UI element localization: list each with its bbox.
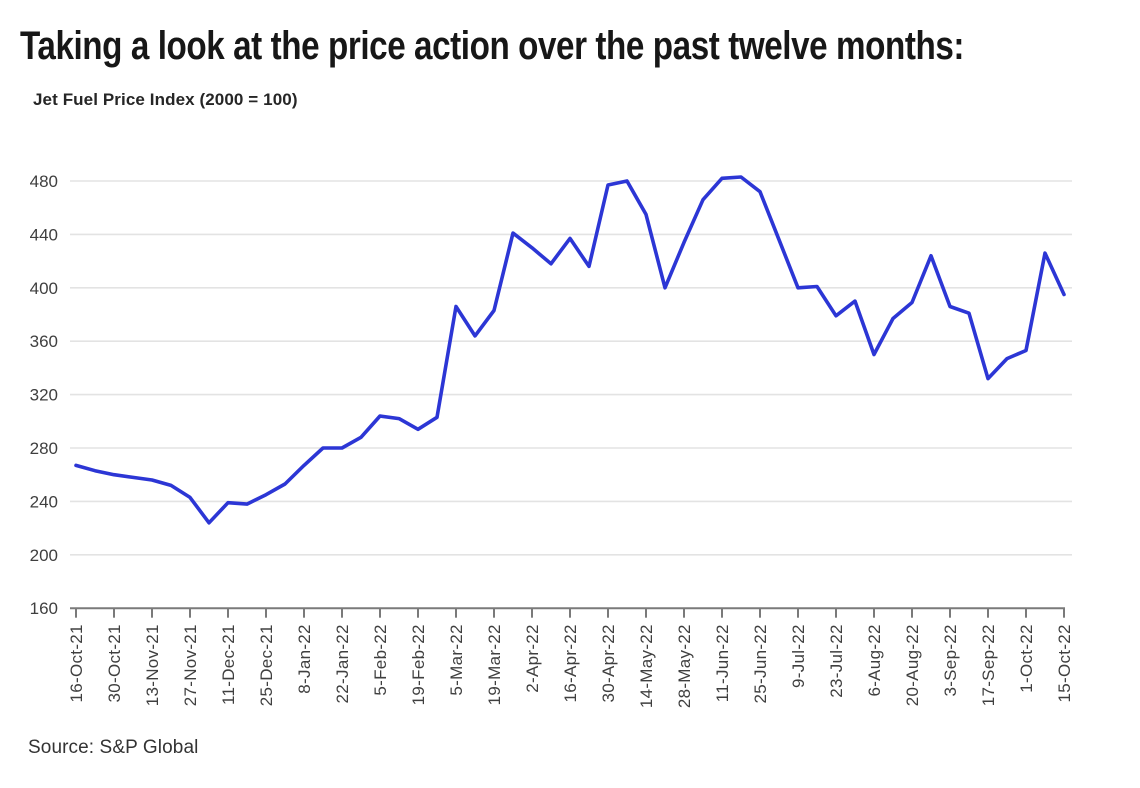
price-line-series	[74, 175, 1066, 525]
x-axis-tick-label: 23-Jul-22	[827, 624, 846, 698]
x-axis-tick-label: 19-Mar-22	[485, 624, 504, 705]
y-axis-tick-label: 320	[30, 386, 58, 405]
y-axis-tick-label: 240	[30, 492, 58, 511]
x-axis-tick-label: 17-Sep-22	[979, 624, 998, 706]
source-note: Source: S&P Global	[28, 737, 199, 758]
x-axis-tick-label: 16-Oct-21	[67, 624, 86, 702]
x-axis-tick-label: 15-Oct-22	[1055, 624, 1074, 702]
x-axis-tick-label: 14-May-22	[637, 624, 656, 708]
y-axis-tick-label: 440	[30, 225, 58, 244]
y-axis-tick-label: 360	[30, 332, 58, 351]
x-axis-tick-label: 25-Jun-22	[751, 624, 770, 703]
x-axis-tick-label: 30-Apr-22	[599, 624, 618, 702]
y-axis-tick-label: 480	[30, 172, 58, 191]
y-axis-tick-label: 280	[30, 439, 58, 458]
x-axis-tick-label: 3-Sep-22	[941, 624, 960, 696]
chart-title: Jet Fuel Price Index (2000 = 100)	[33, 90, 298, 109]
x-axis-tick-label: 22-Jan-22	[333, 624, 352, 703]
x-axis-tick-label: 1-Oct-22	[1017, 624, 1036, 693]
x-axis-tick-label: 11-Jun-22	[713, 624, 732, 702]
jet-fuel-price-line-chart: 160 200 240 280 320 360 400 440 480 16-Oct-21 30-O…	[30, 172, 1074, 708]
x-axis-tick-label: 8-Jan-22	[295, 624, 314, 694]
x-axis-tick-label: 30-Oct-21	[105, 624, 124, 702]
x-axis-tick-label: 28-May-22	[675, 624, 694, 708]
y-axis-tick-label: 160	[30, 599, 58, 618]
x-axis-tick-label: 9-Jul-22	[789, 624, 808, 688]
x-axis-tick-label: 16-Apr-22	[561, 624, 580, 702]
x-axis-tick-label: 19-Feb-22	[409, 624, 428, 705]
x-axis-tick-label: 25-Dec-21	[257, 624, 276, 706]
y-axis-tick-label: 200	[30, 546, 58, 565]
page-title: Taking a look at the price action over t…	[20, 24, 965, 68]
x-axis-tick-label: 2-Apr-22	[523, 624, 542, 693]
y-axis-tick-label: 400	[30, 279, 58, 298]
x-axis-tick-label: 27-Nov-21	[181, 624, 200, 706]
x-axis-tick-label: 11-Dec-21	[219, 624, 238, 705]
x-axis-tick-label: 5-Feb-22	[371, 624, 390, 695]
x-axis-tick-label: 5-Mar-22	[447, 624, 466, 695]
x-axis-tick-label: 20-Aug-22	[903, 624, 922, 706]
x-axis-tick-label: 13-Nov-21	[143, 624, 162, 706]
x-axis-tick-label: 6-Aug-22	[865, 624, 884, 696]
